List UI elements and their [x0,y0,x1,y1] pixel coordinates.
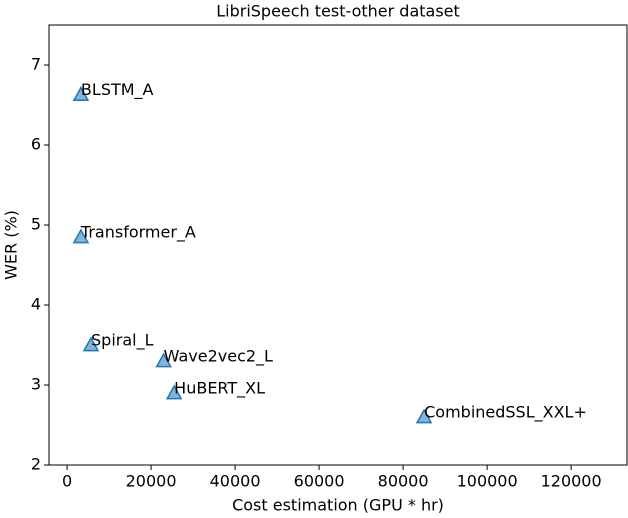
y-tick-label: 2 [31,455,41,474]
point [82,336,100,352]
y-axis-label: WER (%) [2,210,21,280]
point-label: BLSTM_A [81,80,154,100]
point [415,408,433,424]
x-tick-label: 60000 [294,472,345,491]
x-tick-label: 120000 [541,472,602,491]
y-tick-label: 6 [31,135,41,154]
y-tick-label: 3 [31,375,41,394]
point-label: Transformer_A [80,223,196,243]
y-tick-label: 4 [31,295,41,314]
x-axis-label: Cost estimation (GPU * hr) [232,496,444,515]
x-tick-label: 80000 [378,472,429,491]
x-tick-label: 0 [62,472,72,491]
x-tick-label: 100000 [457,472,518,491]
point-label: Wave2vec2_L [164,347,273,367]
point [72,228,90,244]
point-label: HuBERT_XL [174,379,265,399]
chart-title: LibriSpeech test-other dataset [216,2,460,21]
point [165,384,183,400]
y-tick-label: 7 [31,55,41,74]
point-label: Spiral_L [91,331,154,351]
point-label: CombinedSSL_XXL+ [424,403,587,423]
x-tick-label: 20000 [126,472,177,491]
x-tick-label: 40000 [210,472,261,491]
point [72,86,90,101]
y-tick-label: 5 [31,215,41,234]
point [155,352,172,368]
plot-frame [48,24,628,466]
